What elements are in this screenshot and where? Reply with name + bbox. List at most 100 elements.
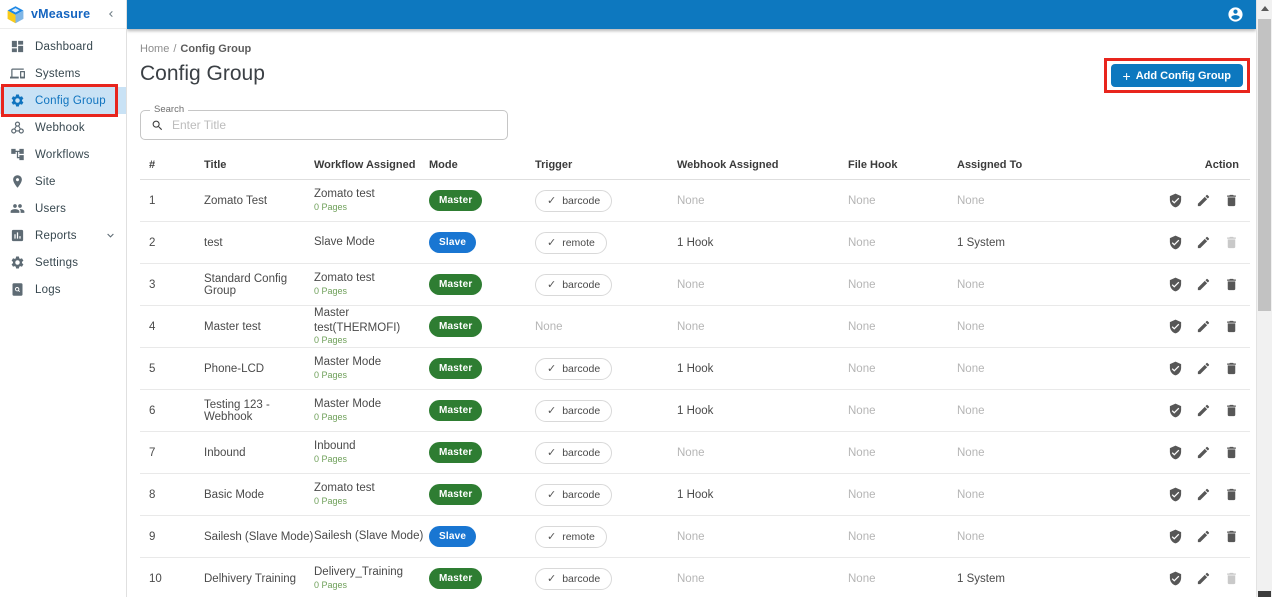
mode-cell: Master — [429, 358, 535, 379]
delete-icon[interactable] — [1224, 193, 1239, 208]
edit-icon[interactable] — [1196, 193, 1211, 208]
mode-cell: Slave — [429, 526, 535, 547]
edit-icon[interactable] — [1196, 277, 1211, 292]
check-icon: ✓ — [547, 447, 557, 459]
approve-shield-icon[interactable] — [1168, 193, 1183, 208]
trigger-label: barcode — [562, 194, 601, 207]
breadcrumb-separator: / — [173, 43, 177, 55]
edit-icon[interactable] — [1196, 361, 1211, 376]
sidebar-item-reports[interactable]: Reports — [0, 222, 126, 249]
chevron-down-icon[interactable] — [104, 229, 117, 242]
edit-icon[interactable] — [1196, 445, 1211, 460]
approve-shield-icon[interactable] — [1168, 319, 1183, 334]
search-input[interactable] — [172, 118, 497, 132]
mode-badge: Slave — [429, 232, 477, 253]
approve-shield-icon[interactable] — [1168, 571, 1183, 586]
content: Home / Config Group Config Group + Add Con… — [127, 29, 1256, 597]
settings-icon — [11, 256, 24, 269]
breadcrumb-home[interactable]: Home — [140, 43, 170, 55]
actions-cell — [1150, 361, 1250, 376]
sidebar-item-users[interactable]: Users — [0, 195, 126, 222]
delete-icon[interactable] — [1224, 403, 1239, 418]
approve-shield-icon[interactable] — [1168, 529, 1183, 544]
config-title: Standard Config Group — [204, 272, 288, 297]
topbar — [127, 0, 1256, 29]
edit-icon[interactable] — [1196, 487, 1211, 502]
edit-icon[interactable] — [1196, 235, 1211, 250]
file-hook: None — [848, 488, 876, 501]
delete-icon[interactable] — [1224, 361, 1239, 376]
actions-cell — [1150, 277, 1250, 292]
edit-icon[interactable] — [1196, 529, 1211, 544]
search-icon — [152, 120, 163, 130]
column-header-trigger: Trigger — [535, 158, 573, 171]
edit-icon[interactable] — [1196, 403, 1211, 418]
approve-shield-icon[interactable] — [1168, 445, 1183, 460]
user-avatar-icon[interactable] — [1227, 6, 1244, 23]
scrollbar-up-arrow-icon[interactable] — [1257, 0, 1272, 16]
delete-icon[interactable] — [1224, 487, 1239, 502]
file-hook: None — [848, 320, 876, 333]
sidebar-item-systems[interactable]: Systems — [0, 60, 126, 87]
approve-shield-icon[interactable] — [1168, 487, 1183, 502]
sidebar-item-dashboard[interactable]: Dashboard — [0, 33, 126, 60]
sidebar-item-logs[interactable]: Logs — [0, 276, 126, 303]
delete-icon[interactable] — [1224, 445, 1239, 460]
delete-icon[interactable] — [1224, 319, 1239, 334]
file-hook: None — [848, 362, 876, 375]
file-hook: None — [848, 236, 876, 249]
table-row: 8 Basic Mode Zomato test 0 Pages Master ✓ barc… — [140, 474, 1250, 516]
row-number: 8 — [149, 488, 156, 501]
sidebar-item-config-group[interactable]: Config Group — [0, 84, 126, 117]
edit-icon[interactable] — [1196, 319, 1211, 334]
workflow-name: Zomato test — [314, 482, 375, 495]
config-title: Phone-LCD — [204, 362, 265, 375]
trigger-label: barcode — [562, 488, 601, 501]
assigned-to: None — [957, 194, 985, 207]
site-icon — [13, 175, 22, 188]
add-config-group-button[interactable]: + Add Config Group — [1110, 64, 1243, 87]
breadcrumb-current: Config Group — [180, 43, 252, 55]
scrollbar-thumb[interactable] — [1258, 19, 1271, 311]
workflow-pages: 0 Pages — [314, 335, 348, 346]
webhook-assigned: None — [677, 278, 705, 291]
sidebar-item-settings[interactable]: Settings — [0, 249, 126, 276]
breadcrumb: Home / Config Group — [140, 43, 1250, 55]
approve-shield-icon[interactable] — [1168, 235, 1183, 250]
mode-badge: Master — [429, 358, 483, 379]
column-header-num: # — [149, 158, 156, 171]
edit-icon[interactable] — [1196, 571, 1211, 586]
trigger-label: barcode — [562, 362, 601, 375]
delete-icon[interactable] — [1224, 277, 1239, 292]
row-number: 6 — [149, 404, 156, 417]
mode-badge: Master — [429, 190, 483, 211]
assigned-to: None — [957, 320, 985, 333]
vertical-scrollbar[interactable] — [1256, 0, 1272, 597]
sidebar-collapse-icon[interactable] — [105, 8, 117, 20]
approve-shield-icon[interactable] — [1168, 403, 1183, 418]
webhook-assigned: 1 Hook — [677, 404, 714, 417]
webhook-assigned: 1 Hook — [677, 362, 714, 375]
sidebar-item-webhook[interactable]: Webhook — [0, 114, 126, 141]
delete-icon[interactable] — [1224, 529, 1239, 544]
table-header-row: # Title Workflow Assigned Mode Trigger Webhoo… — [140, 150, 1250, 180]
sidebar-item-label: Workflows — [35, 148, 90, 161]
workflow-pages: 0 Pages — [314, 285, 348, 296]
actions-cell — [1150, 235, 1250, 250]
workflow-pages: 0 Pages — [314, 369, 348, 380]
assigned-to: None — [957, 446, 985, 459]
webhook-assigned: None — [677, 194, 705, 207]
sidebar-item-workflows[interactable]: Workflows — [0, 141, 126, 168]
sidebar-item-site[interactable]: Site — [0, 168, 126, 195]
workflow-name: Zomato test — [314, 272, 375, 285]
mode-badge: Master — [429, 400, 483, 421]
approve-shield-icon[interactable] — [1168, 277, 1183, 292]
sidebar-item-label: Reports — [35, 229, 77, 242]
dashboard-icon — [11, 40, 24, 53]
workflows-icon — [11, 148, 24, 161]
approve-shield-icon[interactable] — [1168, 361, 1183, 376]
mode-cell: Master — [429, 442, 535, 463]
webhook-assigned: 1 Hook — [677, 488, 714, 501]
table-body: 1 Zomato Test Zomato test 0 Pages Master ✓ bar… — [140, 180, 1250, 597]
check-icon: ✓ — [547, 405, 557, 417]
